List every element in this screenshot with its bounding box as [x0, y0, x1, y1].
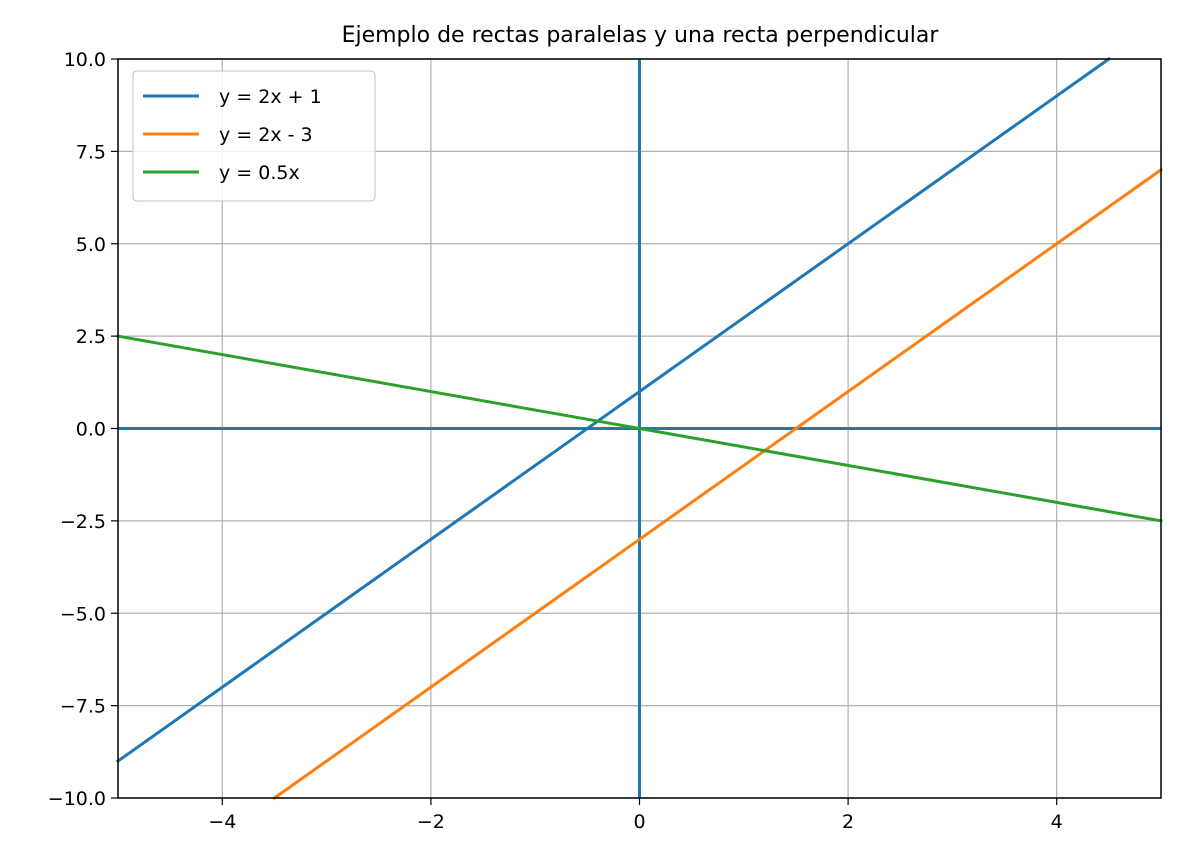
y-tick-label: −7.5	[60, 696, 106, 718]
legend: y = 2x + 1 y = 2x - 3 y = 0.5x	[132, 70, 376, 202]
x-axis: −4 −2 0 2 4	[208, 798, 1063, 833]
legend-box	[132, 70, 376, 202]
x-tick-label: −2	[417, 811, 445, 833]
x-tick-label: 0	[633, 811, 645, 833]
series-line-1	[115, 56, 1111, 764]
x-tick-label: 2	[842, 811, 854, 833]
y-axis: −10.0 −7.5 −5.0 −2.5 0.0 2.5 5.0 7.5 10.0	[48, 49, 118, 810]
y-tick-label: −2.5	[60, 511, 106, 533]
legend-label: y = 2x - 3	[219, 124, 313, 146]
series-line-2	[272, 167, 1164, 801]
y-tick-label: 5.0	[76, 234, 106, 256]
series-line-3	[116, 334, 1163, 523]
series-lines	[115, 56, 1164, 801]
y-tick-label: −5.0	[60, 603, 106, 625]
legend-label: y = 0.5x	[219, 162, 300, 184]
y-tick-label: 2.5	[76, 326, 106, 348]
chart-title: Ejemplo de rectas paralelas y una recta …	[342, 23, 940, 48]
y-tick-label: 0.0	[76, 419, 106, 441]
y-tick-label: −10.0	[48, 788, 106, 810]
y-tick-label: 10.0	[64, 49, 106, 71]
x-tick-label: −4	[208, 811, 236, 833]
legend-label: y = 2x + 1	[219, 86, 322, 108]
y-tick-label: 7.5	[76, 141, 106, 163]
x-tick-label: 4	[1051, 811, 1063, 833]
